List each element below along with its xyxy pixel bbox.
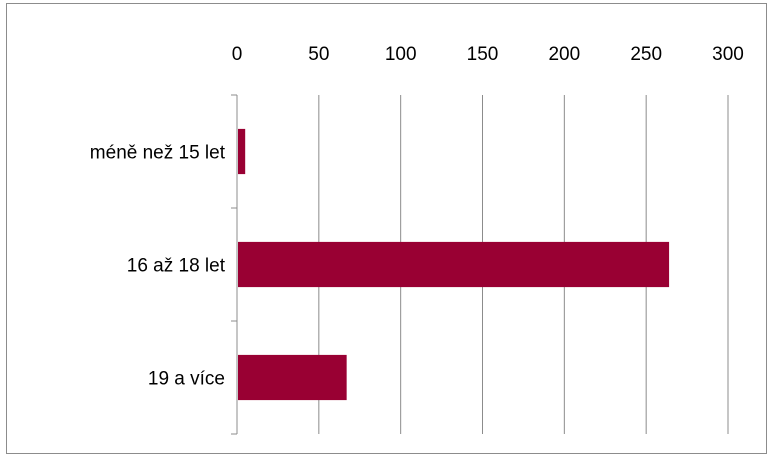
bars [238, 128, 670, 401]
x-tick-label: 150 [467, 44, 499, 65]
category-labels: méně než 15 let 16 až 18 let 19 a více [90, 143, 226, 390]
x-tick-labels: 0 50 100 150 200 250 300 [232, 44, 744, 65]
x-tick-label: 0 [232, 44, 243, 65]
category-label: 16 až 18 let [127, 256, 226, 277]
x-tick-label: 250 [630, 44, 662, 65]
x-tick-label: 300 [712, 44, 744, 65]
axes [231, 94, 238, 435]
category-label: 19 a více [148, 369, 225, 390]
bar-0 [238, 128, 246, 175]
bar-1 [238, 241, 670, 288]
category-label: méně než 15 let [90, 143, 226, 164]
bar-2 [238, 354, 347, 401]
x-tick-label: 200 [548, 44, 580, 65]
x-tick-label: 50 [308, 44, 329, 65]
chart-frame [6, 3, 767, 454]
x-tick-label: 100 [385, 44, 417, 65]
